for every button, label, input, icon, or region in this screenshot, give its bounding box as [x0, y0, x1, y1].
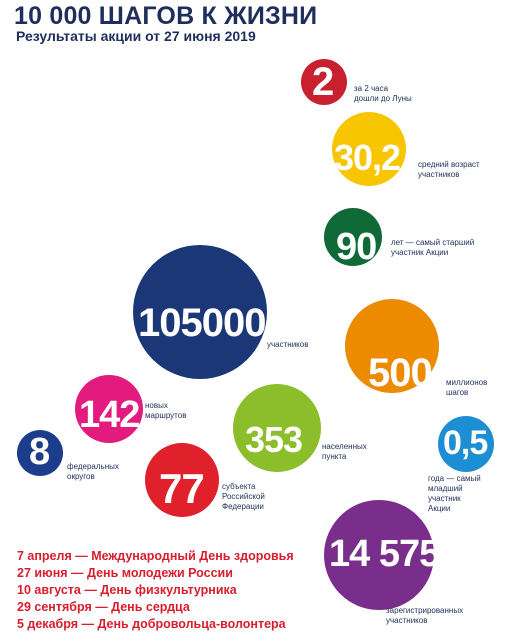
stat-value-steps: 500 [368, 351, 433, 395]
stat-caption-participants: участников [267, 340, 309, 349]
event-item: 10 августа — День физкультурника [17, 583, 237, 597]
stat-circle-youngest [438, 416, 494, 472]
page-title: 10 000 ШАГОВ К ЖИЗНИ [14, 2, 318, 30]
stat-caption-age: средний возраст участников [418, 160, 480, 179]
stat-caption-registered: зарегистрированных участников [386, 606, 464, 625]
event-item: 7 апреля — Международный День здоровья [17, 549, 294, 563]
stat-circle-participants [133, 245, 267, 379]
event-item: 27 июня — День молодежи России [17, 566, 233, 580]
stat-value-districts: 8 [29, 431, 50, 473]
stat-circle-routes [75, 375, 143, 443]
stat-value-oldest: 90 [336, 226, 377, 268]
stat-caption-moon: за 2 часа дошли до Луны [354, 84, 412, 103]
event-item: 5 декабря — День добровольца-волонтера [17, 617, 286, 631]
stat-caption-districts: федеральных округов [67, 462, 119, 481]
event-item: 29 сентября — День сердца [17, 600, 190, 614]
events-list: 7 апреля — Международный День здоровья 2… [17, 548, 294, 633]
stat-value-participants: 105000 [138, 301, 266, 345]
stat-caption-settlements: населенных пункта [322, 442, 367, 461]
stat-circle-registered [324, 500, 434, 610]
stat-circle-settlements [233, 384, 321, 472]
stat-caption-oldest: лет — самый старший участник Акции [391, 238, 475, 257]
stat-circle-oldest [324, 208, 382, 266]
stat-value-age: 30,2 [334, 137, 401, 178]
stat-value-routes: 142 [79, 394, 140, 436]
page-subtitle: Результаты акции от 27 июня 2019 [16, 28, 256, 44]
stat-value-moon: 2 [312, 60, 334, 104]
stat-caption-regions: субъекта Российской Федерации [222, 482, 265, 511]
stat-value-registered: 14 575 [329, 533, 440, 575]
stat-value-regions: 77 [159, 465, 205, 512]
stat-circle-steps [345, 299, 439, 393]
stat-caption-youngest: года — самый младший участник Акции [428, 474, 481, 513]
stat-value-settlements: 353 [245, 419, 303, 460]
stat-circle-districts [17, 430, 63, 476]
stat-caption-routes: новых маршрутов [145, 401, 187, 420]
stat-circle-age [332, 112, 406, 186]
stat-circle-regions [145, 443, 219, 517]
stat-caption-steps: миллионов шагов [446, 378, 488, 397]
stat-value-youngest: 0,5 [443, 424, 488, 462]
stat-circle-moon [301, 59, 347, 105]
